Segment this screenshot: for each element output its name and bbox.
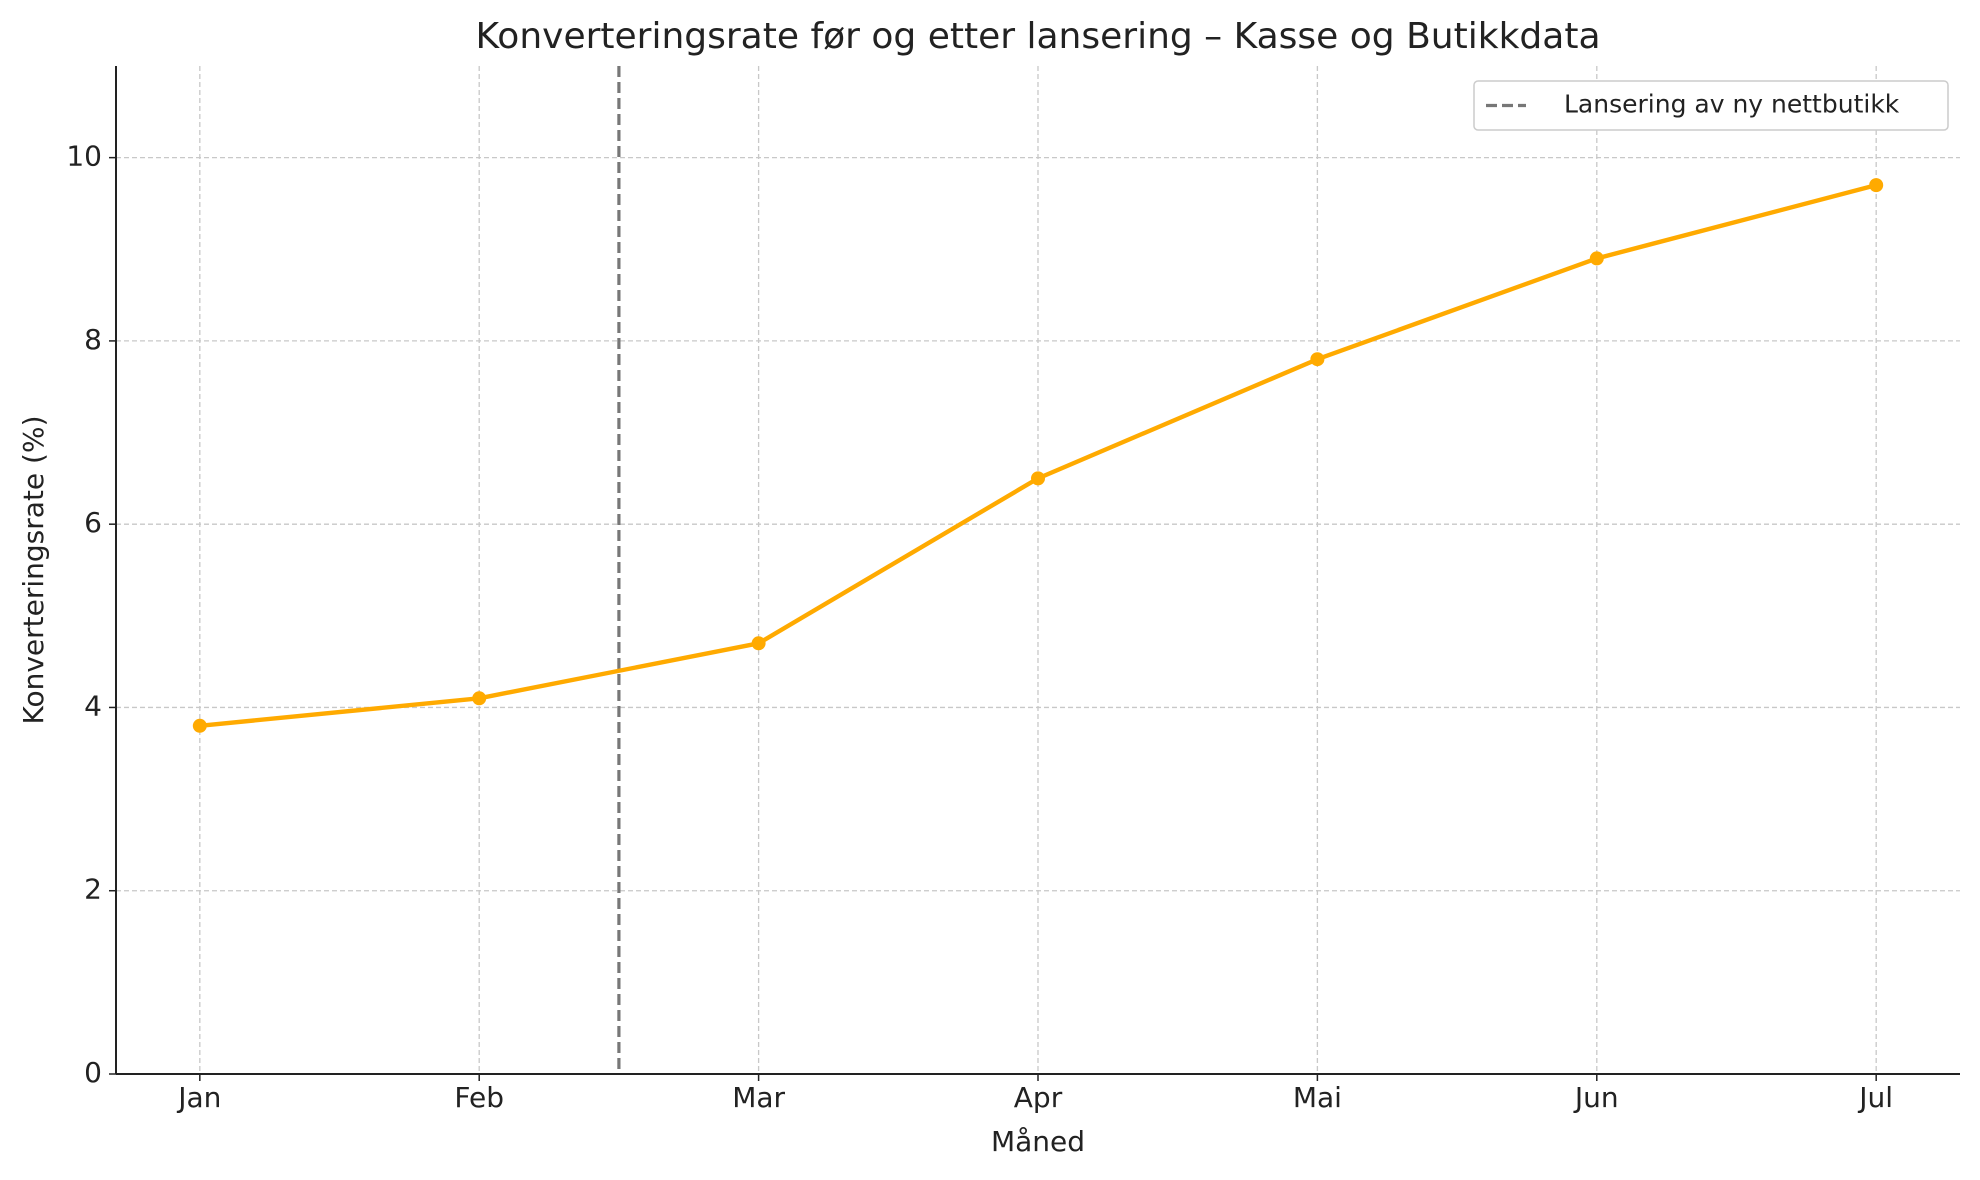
x-tick-label: Jan <box>176 1081 221 1114</box>
y-tick-label: 8 <box>84 323 102 356</box>
y-tick-label: 4 <box>84 689 102 722</box>
x-tick-label: Jul <box>1857 1081 1893 1114</box>
y-axis-label: Konverteringsrate (%) <box>17 416 50 725</box>
y-tick-label: 2 <box>84 873 102 906</box>
data-point <box>192 718 207 733</box>
data-point <box>1589 251 1604 266</box>
data-point <box>751 636 766 651</box>
data-point <box>1869 178 1884 193</box>
y-tick-label: 6 <box>84 506 102 539</box>
x-tick-label: Apr <box>1014 1081 1063 1114</box>
x-tick-label: Mai <box>1293 1081 1342 1114</box>
legend-box <box>1473 80 1949 131</box>
legend-label: Lansering av ny nettbutikk <box>1564 90 1900 119</box>
data-point <box>1310 352 1325 367</box>
x-tick-label: Jun <box>1573 1081 1619 1114</box>
chart-title: Konverteringsrate før og etter lansering… <box>475 16 1600 57</box>
x-tick-label: Mar <box>732 1081 785 1114</box>
data-point <box>1031 471 1045 486</box>
x-axis-label: Måned <box>991 1125 1085 1158</box>
y-tick-label: 0 <box>84 1056 102 1089</box>
y-tick-label: 10 <box>66 140 102 173</box>
data-point <box>472 691 487 706</box>
x-tick-label: Feb <box>454 1081 504 1114</box>
